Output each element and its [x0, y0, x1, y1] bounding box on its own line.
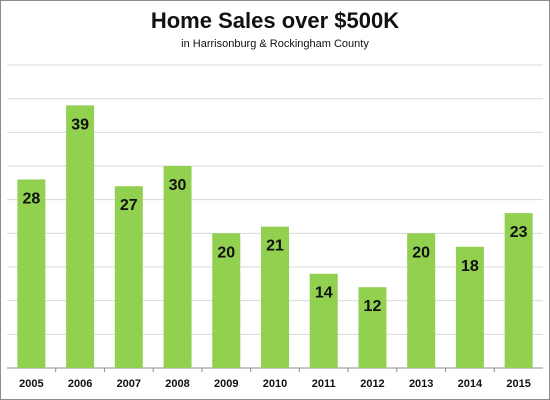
bar-2012: [358, 287, 387, 368]
bar-2005: [17, 179, 46, 368]
x-tick-label-2008: 2008: [165, 378, 189, 390]
x-tick-label-2015: 2015: [506, 378, 530, 390]
data-label-2010: 21: [266, 238, 284, 255]
bar-2008: [163, 166, 192, 368]
x-tick-label-2007: 2007: [117, 378, 141, 390]
bar-2007: [114, 186, 143, 368]
data-label-2011: 14: [315, 285, 333, 302]
data-label-2009: 20: [217, 244, 235, 261]
bar-2006: [66, 105, 95, 369]
x-tick-label-2009: 2009: [214, 378, 238, 390]
data-label-2014: 18: [461, 258, 479, 275]
x-tick-label-2014: 2014: [458, 378, 483, 390]
data-label-2013: 20: [412, 244, 430, 261]
x-tick-label-2005: 2005: [19, 378, 43, 390]
data-label-2007: 27: [120, 197, 138, 214]
bar-2013: [407, 233, 436, 368]
bar-2015: [504, 213, 533, 368]
data-label-2015: 23: [510, 224, 528, 241]
data-label-2005: 28: [22, 190, 40, 207]
chart-subtitle: in Harrisonburg & Rockingham County: [181, 38, 369, 50]
data-label-2006: 39: [71, 116, 89, 133]
bar-2009: [212, 233, 241, 368]
bar-2010: [261, 226, 289, 368]
x-tick-label-2006: 2006: [68, 378, 92, 390]
data-label-2012: 12: [364, 298, 382, 315]
x-tick-label-2012: 2012: [360, 378, 384, 390]
data-label-2008: 30: [169, 177, 187, 194]
x-tick-label-2010: 2010: [263, 378, 287, 390]
x-tick-label-2013: 2013: [409, 378, 433, 390]
bar-2011: [309, 273, 338, 368]
bar-2014: [455, 246, 484, 368]
x-tick-label-2011: 2011: [312, 378, 336, 390]
chart-title: Home Sales over $500K: [150, 8, 400, 33]
